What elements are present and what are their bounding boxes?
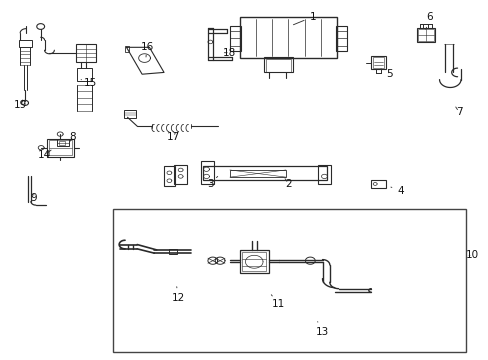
Text: 3: 3 [206,176,217,189]
Text: 14: 14 [38,150,51,160]
Bar [229,170,285,177]
Text: 19: 19 [14,100,27,110]
Bar [57,139,69,146]
Bar [49,140,72,155]
Bar [417,29,433,41]
Bar [372,57,384,68]
Bar [370,180,385,188]
Bar [335,26,346,51]
Bar [59,141,65,145]
Bar [229,26,240,51]
Bar [239,17,336,58]
Text: 11: 11 [271,295,285,309]
Bar [370,56,385,69]
Bar [76,44,96,62]
Bar [203,166,327,180]
Bar [125,46,129,51]
Text: 6: 6 [425,12,432,30]
Bar [242,252,266,271]
Bar [239,250,268,273]
Bar [47,139,74,157]
Text: 12: 12 [172,287,185,303]
Text: 7: 7 [455,107,462,117]
Text: 9: 9 [30,193,37,203]
Bar [113,209,466,352]
Text: 8: 8 [69,132,76,142]
Text: 5: 5 [380,69,392,79]
Bar [123,110,136,118]
Text: 17: 17 [167,132,180,142]
Text: 10: 10 [465,250,478,260]
Bar [163,166,174,186]
Bar [200,161,214,184]
Text: 2: 2 [285,179,291,189]
Text: 1: 1 [293,12,315,25]
Bar [416,28,434,42]
Text: 4: 4 [390,186,403,196]
Text: 15: 15 [81,78,97,88]
Bar [19,40,32,47]
Bar [264,57,293,72]
Text: 13: 13 [315,321,328,337]
Bar [317,165,330,184]
Bar [77,68,92,81]
Bar [168,249,176,254]
Text: 16: 16 [140,42,153,57]
Text: 18: 18 [223,48,236,58]
Bar [173,165,187,184]
Bar [266,59,290,72]
